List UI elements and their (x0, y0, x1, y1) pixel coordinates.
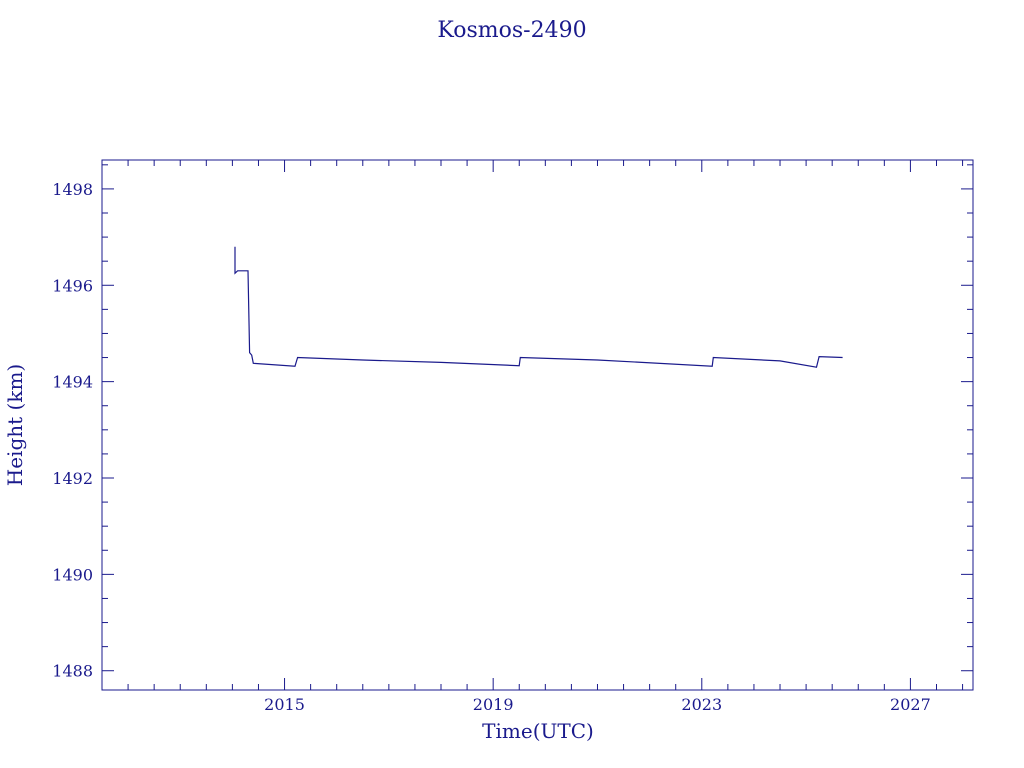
y-axis-label: Height (km) (3, 364, 27, 486)
y-tick-label: 1488 (52, 662, 93, 681)
x-tick-label: 2027 (890, 695, 931, 714)
x-tick-label: 2019 (473, 695, 514, 714)
y-tick-label: 1492 (52, 469, 93, 488)
y-tick-label: 1496 (52, 276, 93, 295)
y-tick-label: 1494 (52, 373, 93, 392)
series-line (234, 246, 843, 368)
y-tick-label: 1498 (52, 180, 93, 199)
tick-labels: 2015 2019 2023 2027 1488 1490 1492 1494 1496 1498 (52, 180, 930, 714)
x-tick-label: 2015 (264, 695, 305, 714)
x-tick-label: 2023 (681, 695, 722, 714)
x-axis-label: Time(UTC) (482, 719, 594, 743)
series-group (234, 246, 843, 368)
chart-title: Kosmos-2490 (437, 18, 586, 43)
y-tick-label: 1490 (52, 565, 93, 584)
plot-frame (101, 159, 974, 691)
axis-ticks (101, 160, 973, 690)
